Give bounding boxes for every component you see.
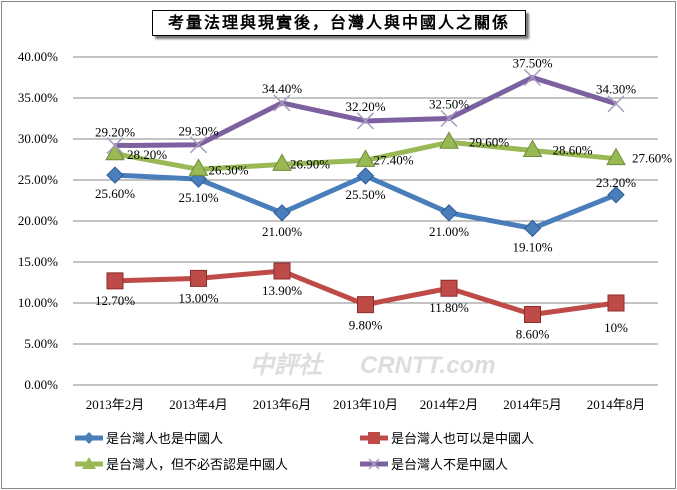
data-label: 25.60% — [95, 186, 135, 201]
y-tick-label: 0.00% — [24, 377, 58, 392]
data-point-diamond — [106, 166, 124, 184]
data-point-triangle — [272, 153, 292, 171]
data-point-square — [273, 262, 291, 280]
x-tick-label: 2013年6月 — [253, 397, 312, 412]
y-tick-label: 40.00% — [18, 49, 58, 64]
data-point-square — [440, 279, 458, 297]
data-label: 34.30% — [596, 82, 636, 97]
data-point-x — [523, 68, 542, 87]
data-label: 28.20% — [127, 147, 167, 162]
data-label: 21.00% — [262, 224, 302, 239]
data-point-x — [607, 95, 625, 113]
x-tick-label: 2013年10月 — [333, 397, 398, 412]
y-tick-label: 20.00% — [18, 213, 58, 228]
data-label: 13.90% — [262, 283, 302, 298]
data-label: 11.80% — [429, 300, 469, 315]
data-point-square — [524, 305, 541, 323]
data-label: 25.50% — [345, 187, 385, 202]
data-label: 27.60% — [632, 151, 672, 166]
data-label: 26.30% — [208, 162, 248, 177]
legend-label: 是台灣人也是中國人 — [106, 432, 223, 447]
legend-marker-x — [368, 458, 380, 470]
data-point-diamond — [523, 219, 542, 238]
data-label: 26.90% — [290, 156, 330, 171]
watermark-text-cn: 中評社 — [250, 352, 325, 379]
data-label: 10% — [604, 320, 628, 335]
data-label: 19.10% — [512, 239, 552, 254]
legend-marker-square — [368, 432, 380, 444]
data-label: 12.70% — [95, 293, 135, 308]
data-point-triangle — [105, 142, 125, 161]
data-label: 37.50% — [512, 56, 552, 71]
data-point-diamond — [273, 204, 291, 222]
y-tick-label: 25.00% — [18, 172, 58, 187]
x-tick-label: 2014年5月 — [503, 397, 562, 412]
data-label: 32.20% — [345, 99, 385, 114]
data-point-x — [273, 94, 291, 112]
data-point-x — [189, 136, 208, 154]
y-tick-label: 5.00% — [24, 336, 58, 351]
data-point-triangle — [439, 131, 459, 149]
data-label: 8.60% — [516, 326, 550, 341]
y-tick-label: 30.00% — [18, 131, 58, 146]
data-point-diamond — [440, 204, 458, 222]
data-label: 25.10% — [178, 190, 218, 205]
x-tick-label: 2013年2月 — [86, 397, 145, 412]
data-label: 9.80% — [349, 318, 383, 333]
data-label: 27.40% — [373, 152, 413, 167]
data-point-triangle — [522, 139, 543, 157]
data-point-triangle — [355, 149, 376, 167]
data-point-x — [440, 109, 458, 128]
data-point-square — [190, 269, 207, 287]
data-label: 29.20% — [95, 125, 135, 140]
legend-marker-diamond — [83, 432, 95, 444]
data-point-diamond — [607, 186, 625, 204]
x-tick-label: 2014年2月 — [420, 397, 479, 412]
x-tick-label: 2014年8月 — [587, 397, 646, 412]
data-label: 29.30% — [178, 124, 218, 139]
legend-marker-triangle — [82, 457, 96, 469]
data-point-square — [357, 296, 374, 314]
data-point-triangle — [188, 158, 209, 176]
data-label: 21.00% — [429, 224, 469, 239]
legend-label: 是台灣人也可以是中國人 — [391, 432, 534, 447]
legend-label: 是台灣人，但不必否認是中國人 — [106, 457, 288, 473]
data-label: 32.50% — [429, 97, 469, 112]
data-label: 13.00% — [178, 290, 218, 305]
data-point-x — [106, 137, 124, 155]
data-point-square — [607, 294, 625, 312]
chart-title: 考量法理與現實後，台灣人與中國人之關係 — [152, 10, 526, 36]
data-label: 28.60% — [552, 142, 592, 157]
data-label: 29.60% — [469, 134, 509, 149]
legend-label: 是台灣人不是中國人 — [391, 458, 508, 473]
data-point-square — [106, 272, 124, 290]
data-point-triangle — [606, 147, 626, 166]
y-tick-label: 15.00% — [18, 254, 58, 269]
watermark-text-en: CRNTT.com — [360, 352, 496, 379]
y-tick-label: 10.00% — [18, 295, 58, 310]
data-point-diamond — [356, 167, 375, 185]
x-tick-label: 2013年4月 — [169, 397, 228, 412]
data-label: 23.20% — [596, 175, 636, 190]
data-point-x — [356, 112, 375, 130]
data-label: 34.40% — [262, 81, 302, 96]
y-tick-label: 35.00% — [18, 90, 58, 105]
